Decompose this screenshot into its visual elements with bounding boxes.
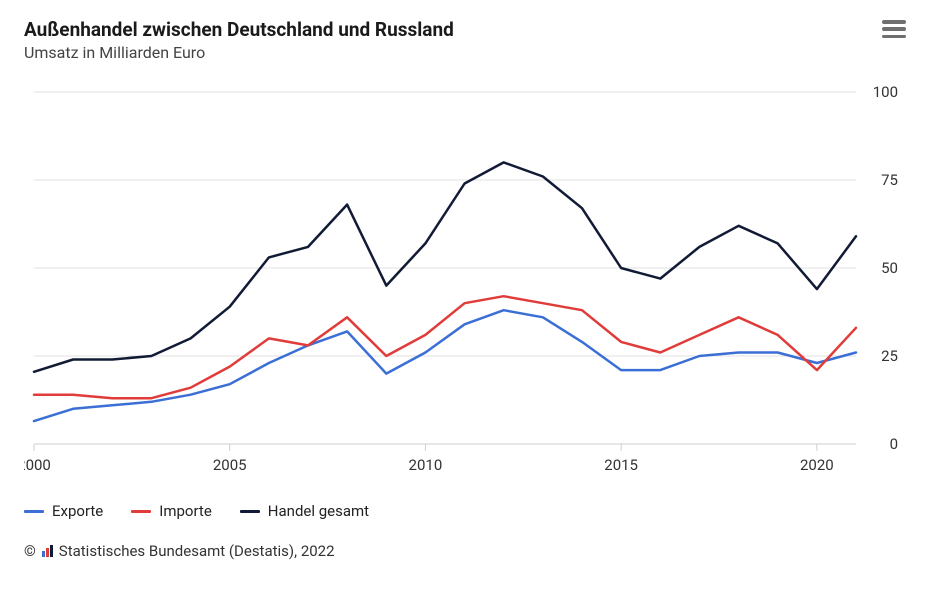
chart-title: Außenhandel zwischen Deutschland und Rus… [24, 18, 454, 41]
attribution-text: Statistisches Bundesamt (Destatis), 2022 [59, 542, 335, 560]
chart-header: Außenhandel zwischen Deutschland und Rus… [24, 18, 906, 62]
chart-svg: 0 25 50 75 100 2000 2005 2010 2015 2020 [24, 84, 906, 484]
chart-subtitle: Umsatz in Milliarden Euro [24, 43, 454, 62]
x-tick-label: 2010 [409, 456, 443, 474]
x-tick-label: 2005 [213, 456, 247, 474]
y-tick-label: 100 [873, 84, 898, 101]
x-tick-label: 2015 [604, 456, 638, 474]
y-tick-label: 50 [881, 259, 898, 277]
y-tick-label: 25 [881, 347, 898, 365]
series-line [34, 310, 856, 421]
y-tick-label: 75 [881, 171, 898, 189]
series-line [34, 162, 856, 371]
legend-item[interactable]: Importe [131, 502, 212, 520]
destatis-logo-icon [42, 545, 53, 557]
x-tick-label: 2000 [24, 456, 51, 474]
legend-swatch [24, 510, 44, 513]
legend-item[interactable]: Handel gesamt [240, 502, 369, 520]
legend-label: Importe [159, 502, 212, 520]
legend-swatch [131, 510, 151, 513]
copyright-symbol: © [24, 542, 36, 560]
x-tick-label: 2020 [800, 456, 834, 474]
legend-swatch [240, 510, 260, 513]
legend-item[interactable]: Exporte [24, 502, 103, 520]
legend-label: Exporte [52, 502, 103, 520]
title-block: Außenhandel zwischen Deutschland und Rus… [24, 18, 454, 62]
chart-attribution: © Statistisches Bundesamt (Destatis), 20… [24, 542, 906, 560]
hamburger-menu-icon[interactable] [882, 18, 906, 38]
chart-legend: Exporte Importe Handel gesamt [24, 502, 906, 520]
series-line [34, 296, 856, 398]
line-chart: 0 25 50 75 100 2000 2005 2010 2015 2020 [24, 84, 906, 488]
legend-label: Handel gesamt [268, 502, 369, 520]
y-tick-label: 0 [890, 435, 898, 453]
